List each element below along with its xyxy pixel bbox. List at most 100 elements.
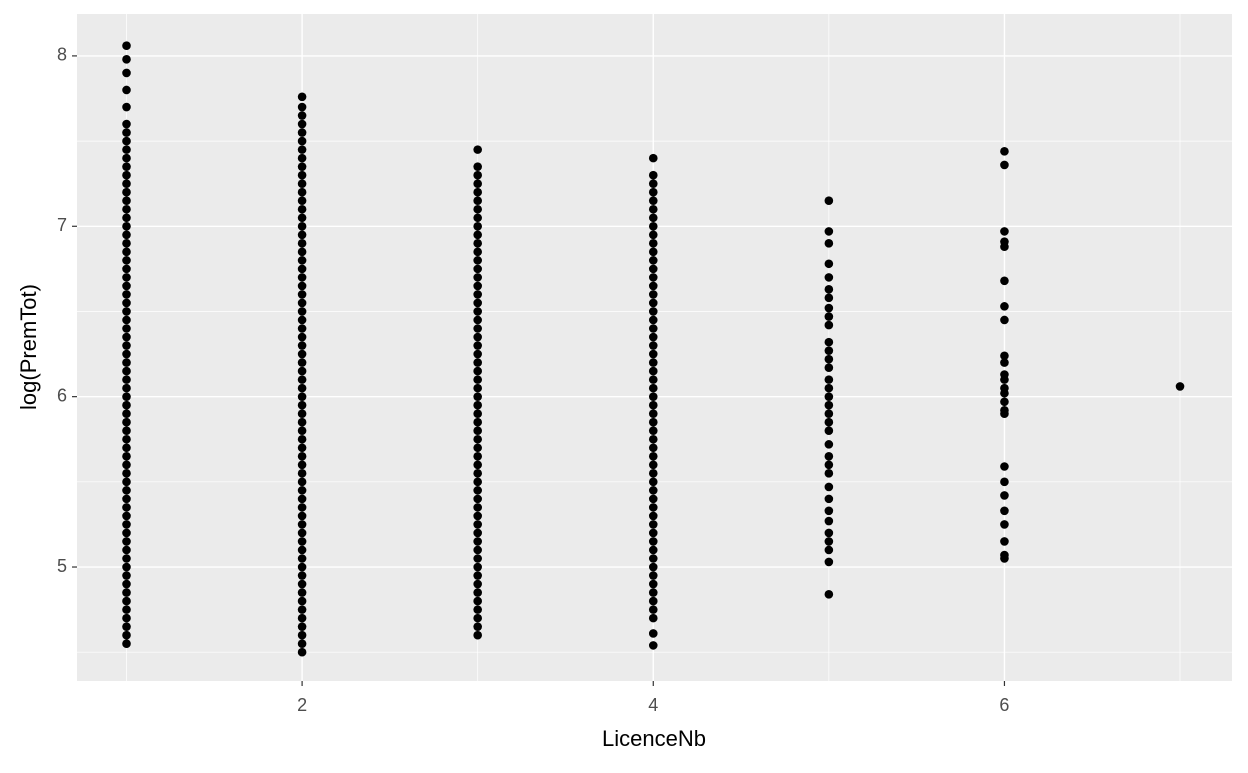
point — [473, 213, 482, 223]
point — [1000, 462, 1009, 471]
point — [824, 346, 834, 355]
point — [648, 366, 658, 376]
point — [1000, 358, 1009, 367]
point — [648, 298, 658, 308]
point — [473, 622, 482, 631]
point — [122, 469, 131, 478]
point — [473, 630, 482, 640]
point — [297, 128, 307, 137]
point — [824, 557, 834, 567]
point — [122, 613, 131, 623]
point — [824, 528, 834, 538]
point — [1000, 276, 1009, 286]
point — [824, 417, 834, 427]
x-tick-label: 2 — [297, 695, 307, 715]
point — [648, 358, 658, 367]
point — [122, 622, 131, 631]
point — [648, 503, 658, 512]
point — [824, 337, 834, 347]
point — [122, 562, 131, 572]
point — [1000, 405, 1009, 415]
point — [1000, 397, 1009, 407]
point — [122, 230, 131, 240]
point — [297, 239, 307, 248]
point — [824, 227, 834, 236]
point — [824, 451, 834, 461]
point — [648, 290, 658, 299]
point — [122, 383, 131, 393]
y-tick-label: 7 — [57, 215, 67, 235]
point — [473, 179, 482, 188]
point — [297, 554, 307, 563]
point — [473, 307, 482, 316]
point — [648, 341, 658, 350]
point — [473, 247, 482, 257]
point — [297, 221, 307, 231]
point — [297, 153, 307, 163]
point — [297, 315, 307, 325]
point — [824, 400, 834, 410]
point — [648, 239, 658, 248]
point — [648, 409, 658, 418]
point — [473, 554, 482, 563]
point — [1000, 506, 1009, 516]
point — [297, 307, 307, 316]
point — [122, 443, 131, 453]
point — [648, 605, 658, 614]
point — [824, 259, 834, 269]
point — [297, 537, 307, 546]
point — [824, 392, 834, 401]
point — [122, 358, 131, 367]
point — [473, 460, 482, 470]
point — [824, 273, 834, 282]
point — [297, 400, 307, 410]
point — [648, 247, 658, 257]
point — [824, 537, 834, 546]
point — [122, 434, 131, 444]
point — [473, 494, 482, 504]
point — [648, 520, 658, 529]
point — [1000, 550, 1009, 560]
point — [824, 354, 834, 364]
point — [297, 119, 307, 129]
point — [648, 443, 658, 453]
point — [473, 281, 482, 291]
point — [122, 68, 131, 78]
point — [297, 281, 307, 291]
point — [1000, 227, 1009, 236]
point — [1000, 477, 1009, 487]
point — [473, 400, 482, 410]
point — [122, 136, 131, 146]
point — [297, 503, 307, 512]
point — [648, 324, 658, 333]
point — [122, 392, 131, 401]
point — [824, 460, 834, 470]
point — [1000, 491, 1009, 500]
point — [297, 451, 307, 461]
point — [297, 613, 307, 623]
point — [824, 383, 834, 393]
point — [824, 589, 834, 599]
point — [122, 179, 131, 188]
point — [1000, 537, 1009, 546]
point — [473, 596, 482, 606]
point — [648, 562, 658, 572]
point — [648, 349, 658, 359]
point — [648, 579, 658, 589]
point — [122, 196, 131, 206]
point — [824, 440, 834, 449]
point — [297, 383, 307, 393]
point — [297, 622, 307, 631]
point — [297, 366, 307, 376]
point — [1000, 383, 1009, 393]
point — [122, 417, 131, 427]
point — [473, 375, 482, 384]
point — [297, 494, 307, 504]
point — [473, 366, 482, 376]
point — [473, 170, 482, 180]
point — [648, 545, 658, 555]
point — [297, 264, 307, 274]
point — [648, 315, 658, 325]
point — [473, 537, 482, 546]
